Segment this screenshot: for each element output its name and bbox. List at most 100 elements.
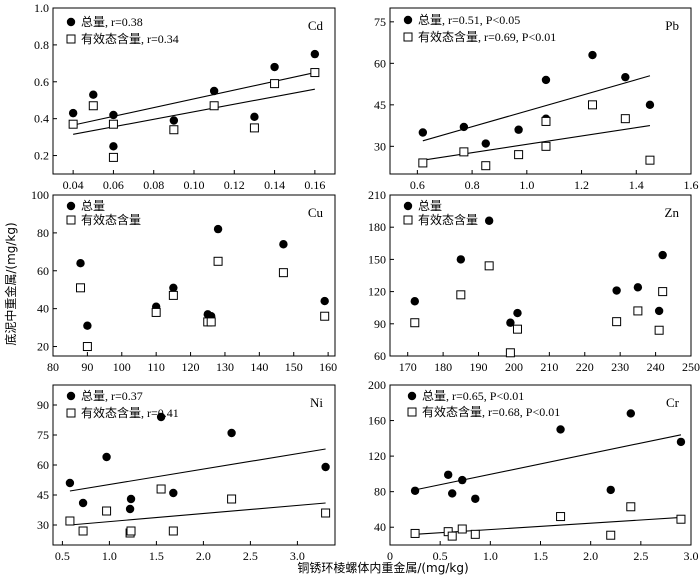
available-point [620,114,630,124]
total-point [68,108,78,118]
available-point [126,526,136,536]
available-point [541,141,551,151]
total-legend-name: 总量 [81,15,105,29]
available-point [447,531,457,541]
y-tick-label: 60 [37,458,49,472]
panel-ni: 0.5 1.0 1.5 2.0 2.5 3.0 30 45 60 75 90 Ni 总量, r=0.37… [37,384,336,563]
x-tick-label: 1.6 [684,178,699,192]
available-point [88,101,98,111]
total-legend-label: 总量, r=0.37 [81,389,143,403]
total-point [633,283,643,292]
available-point [78,526,88,536]
y-tick-label: 150 [368,252,386,266]
available-legend-name: 有效态含量 [418,29,478,44]
available-point [459,147,469,157]
available-point [102,506,112,516]
total-legend-marker [66,201,76,211]
available-point [645,155,655,165]
available-point [418,158,428,168]
total-legend-marker [66,391,76,401]
total-legend-stat: , r=0.65, P<0.01 [446,389,524,403]
x-tick-label: 130 [216,360,234,374]
x-tick-label: 110 [147,360,165,374]
available-point [82,342,92,352]
x-tick-label: 2.0 [583,549,598,563]
available-point [310,68,320,78]
total-point [448,489,457,498]
x-tick-label: 2.0 [196,549,211,563]
y-tick-label: 0.2 [34,149,49,163]
total-legend-label: 总量, r=0.65, P<0.01 [422,389,524,403]
total-point [458,475,467,485]
available-legend-stat: , r=0.41 [141,406,179,420]
x-tick-label: 230 [611,360,629,374]
plot-frame [52,194,336,357]
x-tick-label: 90 [81,360,93,374]
y-tick-label: 120 [368,449,386,463]
total-point [125,504,135,514]
total-point [612,286,621,295]
x-tick-label: 0.6 [410,178,425,192]
available-legend-label: 有效态含量, r=0.68, P<0.01 [422,404,560,419]
total-legend-name: 总量 [422,389,446,403]
x-tick-label: 0.16 [304,178,325,192]
available-point [556,512,566,522]
available-legend-name: 有效态含量 [81,212,141,227]
available-point [654,325,664,335]
x-tick-label: 240 [647,360,665,374]
available-point [505,348,515,358]
y-tick-label: 0.4 [34,112,49,126]
plot-frame [389,194,692,357]
total-legend-stat: , r=0.38 [105,15,143,29]
total-legend-marker [66,17,76,27]
total-point [456,255,466,264]
total-legend-name: 总量 [81,199,105,213]
x-tick-label: 3.0 [684,549,699,563]
total-fit-line [422,75,651,142]
total-legend-marker [403,201,413,211]
y-tick-label: 20 [37,340,49,354]
y-tick-label: 45 [37,488,49,502]
total-point [209,86,219,96]
total-point [418,128,428,137]
total-point [78,498,88,508]
x-tick-label: 2.5 [243,549,258,563]
total-point [645,100,655,110]
total-point [410,297,419,306]
available-point [612,317,622,327]
available-point [321,508,331,518]
total-legend-name: 总量 [418,199,442,213]
available-point [209,101,219,111]
x-tick-label: 120 [182,360,200,374]
y-tick-label: 1.0 [34,1,49,15]
available-point [168,526,178,536]
total-point [410,486,420,495]
available-point [658,287,668,297]
available-legend-marker [403,215,413,225]
available-point [249,123,259,133]
y-tick-label: 75 [374,15,386,29]
y-tick-label: 40 [37,302,49,316]
x-tick-label: 0.06 [103,178,124,192]
available-point [512,324,522,334]
available-point [457,524,467,534]
total-point [227,428,236,438]
total-point [506,318,515,327]
total-point [621,72,630,82]
total-legend-label: 总量, r=0.38 [81,15,143,29]
available-legend-marker [403,32,413,42]
available-point [484,261,494,271]
x-tick-label: 200 [505,360,523,374]
panels-container: 0.04 0.06 0.08 0.10 0.12 0.14 0.16 0.2 0.4 0.6 0.8… [31,1,700,563]
available-point [633,306,643,316]
total-fit-line [414,434,682,491]
y-tick-label: 45 [374,98,386,112]
y-tick-label: 120 [368,285,386,299]
x-tick-label: 1.0 [519,178,534,192]
available-point [514,150,524,160]
available-point [227,494,237,504]
x-tick-label: 0.5 [55,549,70,563]
x-tick-label: 210 [540,360,558,374]
available-point [587,100,597,110]
panel-title: Zn [665,205,680,220]
